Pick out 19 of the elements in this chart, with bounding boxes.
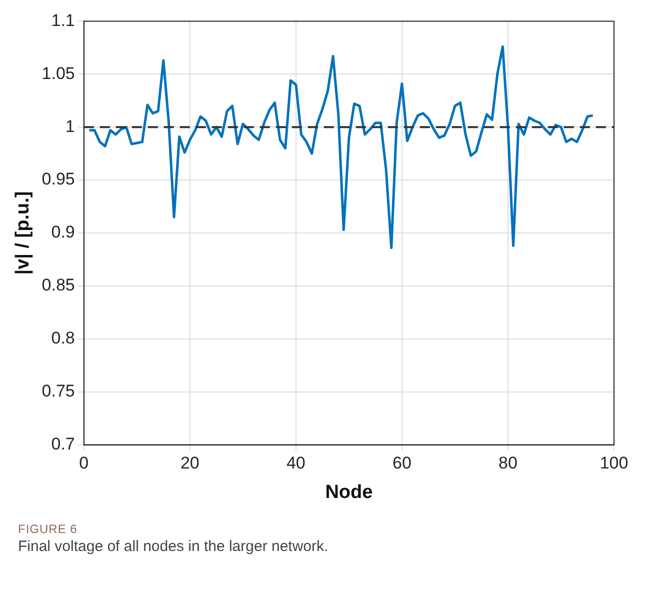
text: Final voltage of all nodes in the larger network. xyxy=(18,538,330,555)
caption: FIGURE 6 xyxy=(18,522,78,536)
x-tick-label: 0 xyxy=(79,454,89,473)
x-tick-label: 60 xyxy=(392,454,412,473)
x-tick-label: 80 xyxy=(498,454,518,473)
y-tick-label: 1.1 xyxy=(51,10,75,30)
x-tick-label: 100 xyxy=(600,454,628,473)
y-tick-label: 1.05 xyxy=(42,64,75,83)
x-tick-label: 20 xyxy=(180,454,200,473)
y-tick-label: 0.8 xyxy=(51,328,75,348)
y-tick-label: 1 xyxy=(65,116,75,136)
y-axis-title: |v| / [p.u.] xyxy=(12,191,34,275)
x-axis-title: Node xyxy=(325,482,373,503)
y-tick-label: 0.75 xyxy=(42,382,75,401)
y-tick-label: 0.7 xyxy=(51,434,75,454)
x-tick-label: 40 xyxy=(286,454,306,473)
y-tick-label: 0.85 xyxy=(42,276,75,295)
y-tick-label: 0.9 xyxy=(51,222,75,242)
y-tick-label: 0.95 xyxy=(42,170,75,189)
